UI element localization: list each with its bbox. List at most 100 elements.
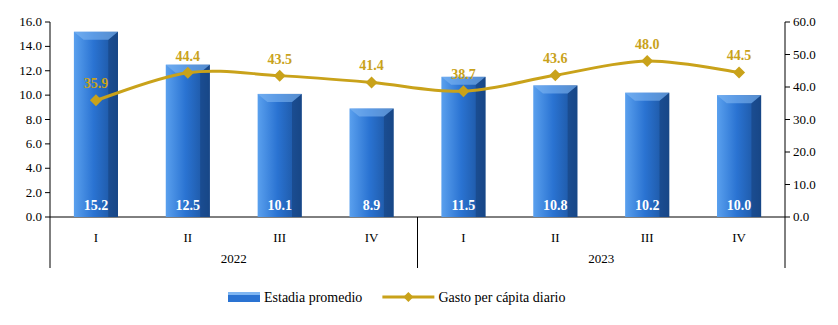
line-marker — [182, 67, 194, 79]
legend-item: Estadia promedio — [228, 290, 362, 305]
legend-swatch — [228, 292, 260, 302]
y-tick-label: 14.0 — [19, 38, 42, 53]
y2-tick — [785, 87, 790, 88]
bar-bevel — [625, 93, 669, 101]
y-tick-label: 0.0 — [26, 209, 42, 224]
bar — [625, 93, 669, 217]
group-divider — [50, 217, 51, 268]
y-tick — [45, 70, 50, 71]
y2-tick-label: 50.0 — [793, 47, 816, 62]
bar-label: 15.2 — [84, 198, 109, 213]
line-label: 44.5 — [727, 48, 752, 63]
bar-label: 10.8 — [543, 198, 568, 213]
y2-tick — [785, 217, 790, 218]
bar-shade — [108, 32, 118, 217]
bar — [74, 32, 118, 217]
y2-tick — [785, 152, 790, 153]
y2-tick-label: 40.0 — [793, 79, 816, 94]
x-tick-label: II — [183, 230, 192, 245]
y2-tick-label: 30.0 — [793, 112, 816, 127]
y-tick-label: 8.0 — [26, 112, 42, 127]
bar-shade — [660, 93, 670, 217]
y2-tick-label: 20.0 — [793, 144, 816, 159]
line-marker — [549, 69, 561, 81]
x-tick-label: III — [273, 230, 286, 245]
line-label: 43.6 — [543, 51, 568, 66]
y2-tick-label: 0.0 — [793, 209, 809, 224]
y-tick-label: 4.0 — [26, 160, 42, 175]
y-tick-label: 6.0 — [26, 136, 42, 151]
bar — [166, 65, 210, 217]
line-label: 44.4 — [176, 49, 201, 64]
bar-label: 10.1 — [267, 198, 292, 213]
y-tick — [45, 192, 50, 193]
plot-area — [74, 32, 761, 217]
data-labels: 15.2 12.5 10.1 8.9 11.5 10.8 10.2 10.0 35.9 44.4 4… — [84, 37, 752, 213]
bar-shade — [200, 65, 210, 217]
legend-item: Gasto per cápita diario — [382, 290, 565, 305]
y-tick — [45, 143, 50, 144]
x-tick-label: III — [641, 230, 654, 245]
bar-label: 10.2 — [635, 198, 660, 213]
chart: 0.0 2.0 4.0 6.0 8.0 10.0 12.0 14.0 16.0 0.0 10.0 20… — [0, 0, 838, 325]
y-tick — [45, 95, 50, 96]
bar-shade — [292, 94, 302, 217]
bar-shade — [751, 95, 761, 217]
legend-label: Gasto per cápita diario — [438, 290, 565, 305]
x-tick-label: II — [551, 230, 560, 245]
y-tick — [45, 119, 50, 120]
line-label: 48.0 — [635, 37, 660, 52]
y-tick-label: 12.0 — [19, 63, 42, 78]
legend-swatch-bevel — [228, 292, 260, 295]
bar-bevel — [533, 85, 577, 93]
y2-tick — [785, 184, 790, 185]
bar-label: 8.9 — [363, 198, 381, 213]
group-divider — [785, 217, 786, 268]
y-tick-label: 10.0 — [19, 87, 42, 102]
bar — [258, 94, 302, 217]
y-tick-label: 2.0 — [26, 185, 42, 200]
x-tick-label: IV — [732, 230, 746, 245]
line-label: 38.7 — [451, 67, 476, 82]
y2-tick — [785, 22, 790, 23]
bar-shade — [476, 77, 486, 217]
bar-bevel — [258, 94, 302, 102]
x-tick-label: I — [94, 230, 98, 245]
y2-tick — [785, 54, 790, 55]
y-tick — [45, 22, 50, 23]
bar — [350, 109, 394, 217]
bar-shade — [568, 85, 578, 217]
bar-bevel — [717, 95, 761, 103]
line-marker — [457, 85, 469, 97]
line-label: 35.9 — [84, 76, 109, 91]
line-label: 43.5 — [267, 52, 292, 67]
bar-label: 10.0 — [727, 198, 752, 213]
line-marker — [641, 55, 653, 67]
group-divider — [417, 217, 418, 268]
line — [96, 61, 739, 100]
y2-tick-label: 10.0 — [793, 177, 816, 192]
line-label: 41.4 — [359, 58, 384, 73]
legend-marker — [403, 292, 413, 302]
legend-label: Estadia promedio — [264, 290, 362, 305]
bar-label: 12.5 — [176, 198, 201, 213]
bar — [533, 85, 577, 217]
y2-tick — [785, 119, 790, 120]
bar — [717, 95, 761, 217]
y-tick — [45, 168, 50, 169]
y2-tick-label: 60.0 — [793, 14, 816, 29]
y-tick — [45, 46, 50, 47]
x-tick-label: I — [461, 230, 465, 245]
group-label: 2023 — [588, 251, 614, 266]
bar — [441, 77, 485, 217]
group-label: 2022 — [221, 251, 247, 266]
bar-bevel — [350, 109, 394, 117]
x-tick-label: IV — [365, 230, 379, 245]
line-marker — [274, 70, 286, 82]
y-tick-label: 16.0 — [19, 14, 42, 29]
line-marker — [90, 94, 102, 106]
y-tick — [45, 217, 50, 218]
line-marker — [366, 76, 378, 88]
bar-label: 11.5 — [452, 198, 476, 213]
bar-shade — [384, 109, 394, 217]
